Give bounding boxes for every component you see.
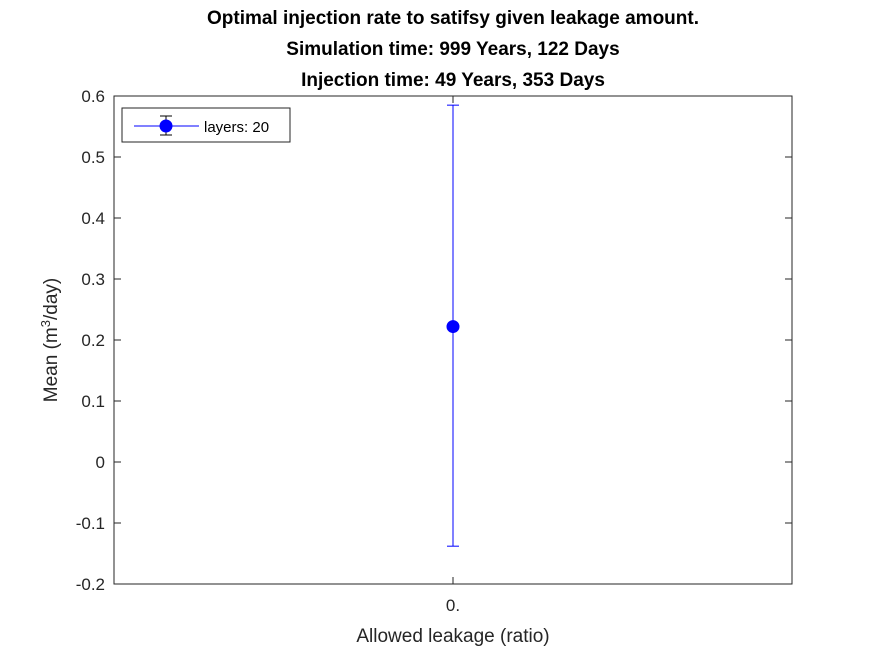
- legend-marker: [159, 119, 173, 133]
- series-layer: [446, 104, 460, 547]
- chart-title-line-3: Injection time: 49 Years, 353 Days: [301, 70, 605, 91]
- y-tick-label: 0.5: [81, 148, 105, 167]
- y-tick-label: 0.3: [81, 270, 105, 289]
- chart-title-line-2: Simulation time: 999 Years, 122 Days: [286, 39, 619, 60]
- y-tick-label: -0.2: [76, 575, 105, 594]
- y-axis-label-superscript: 3: [38, 320, 53, 327]
- y-axis-label: Mean (m3/day): [38, 278, 62, 402]
- x-tick-label: 0.: [446, 596, 460, 615]
- legend-label: layers: 20: [204, 119, 269, 136]
- legend-box: [121, 107, 291, 143]
- legend: layers: 20: [121, 107, 291, 143]
- x-axis-label: Allowed leakage (ratio): [356, 626, 549, 647]
- y-tick-label: -0.1: [76, 514, 105, 533]
- y-tick-label: 0.1: [81, 392, 105, 411]
- y-axis-label-suffix: /day): [41, 278, 62, 320]
- chart-title-line-1: Optimal injection rate to satifsy given …: [207, 8, 699, 29]
- legend-symbol: [134, 115, 199, 136]
- y-axis-label-prefix: Mean (m: [41, 327, 62, 402]
- y-axis-ticks: -0.2 -0.1 0 0.1 0.2 0.3 0.4 0.5 0.6: [76, 87, 792, 594]
- y-tick-label: 0.2: [81, 331, 105, 350]
- y-tick-label: 0: [96, 453, 105, 472]
- y-tick-label: 0.6: [81, 87, 105, 106]
- y-tick-label: 0.4: [81, 209, 105, 228]
- data-point-marker: [446, 320, 460, 334]
- x-axis-ticks: 0.: [446, 96, 460, 615]
